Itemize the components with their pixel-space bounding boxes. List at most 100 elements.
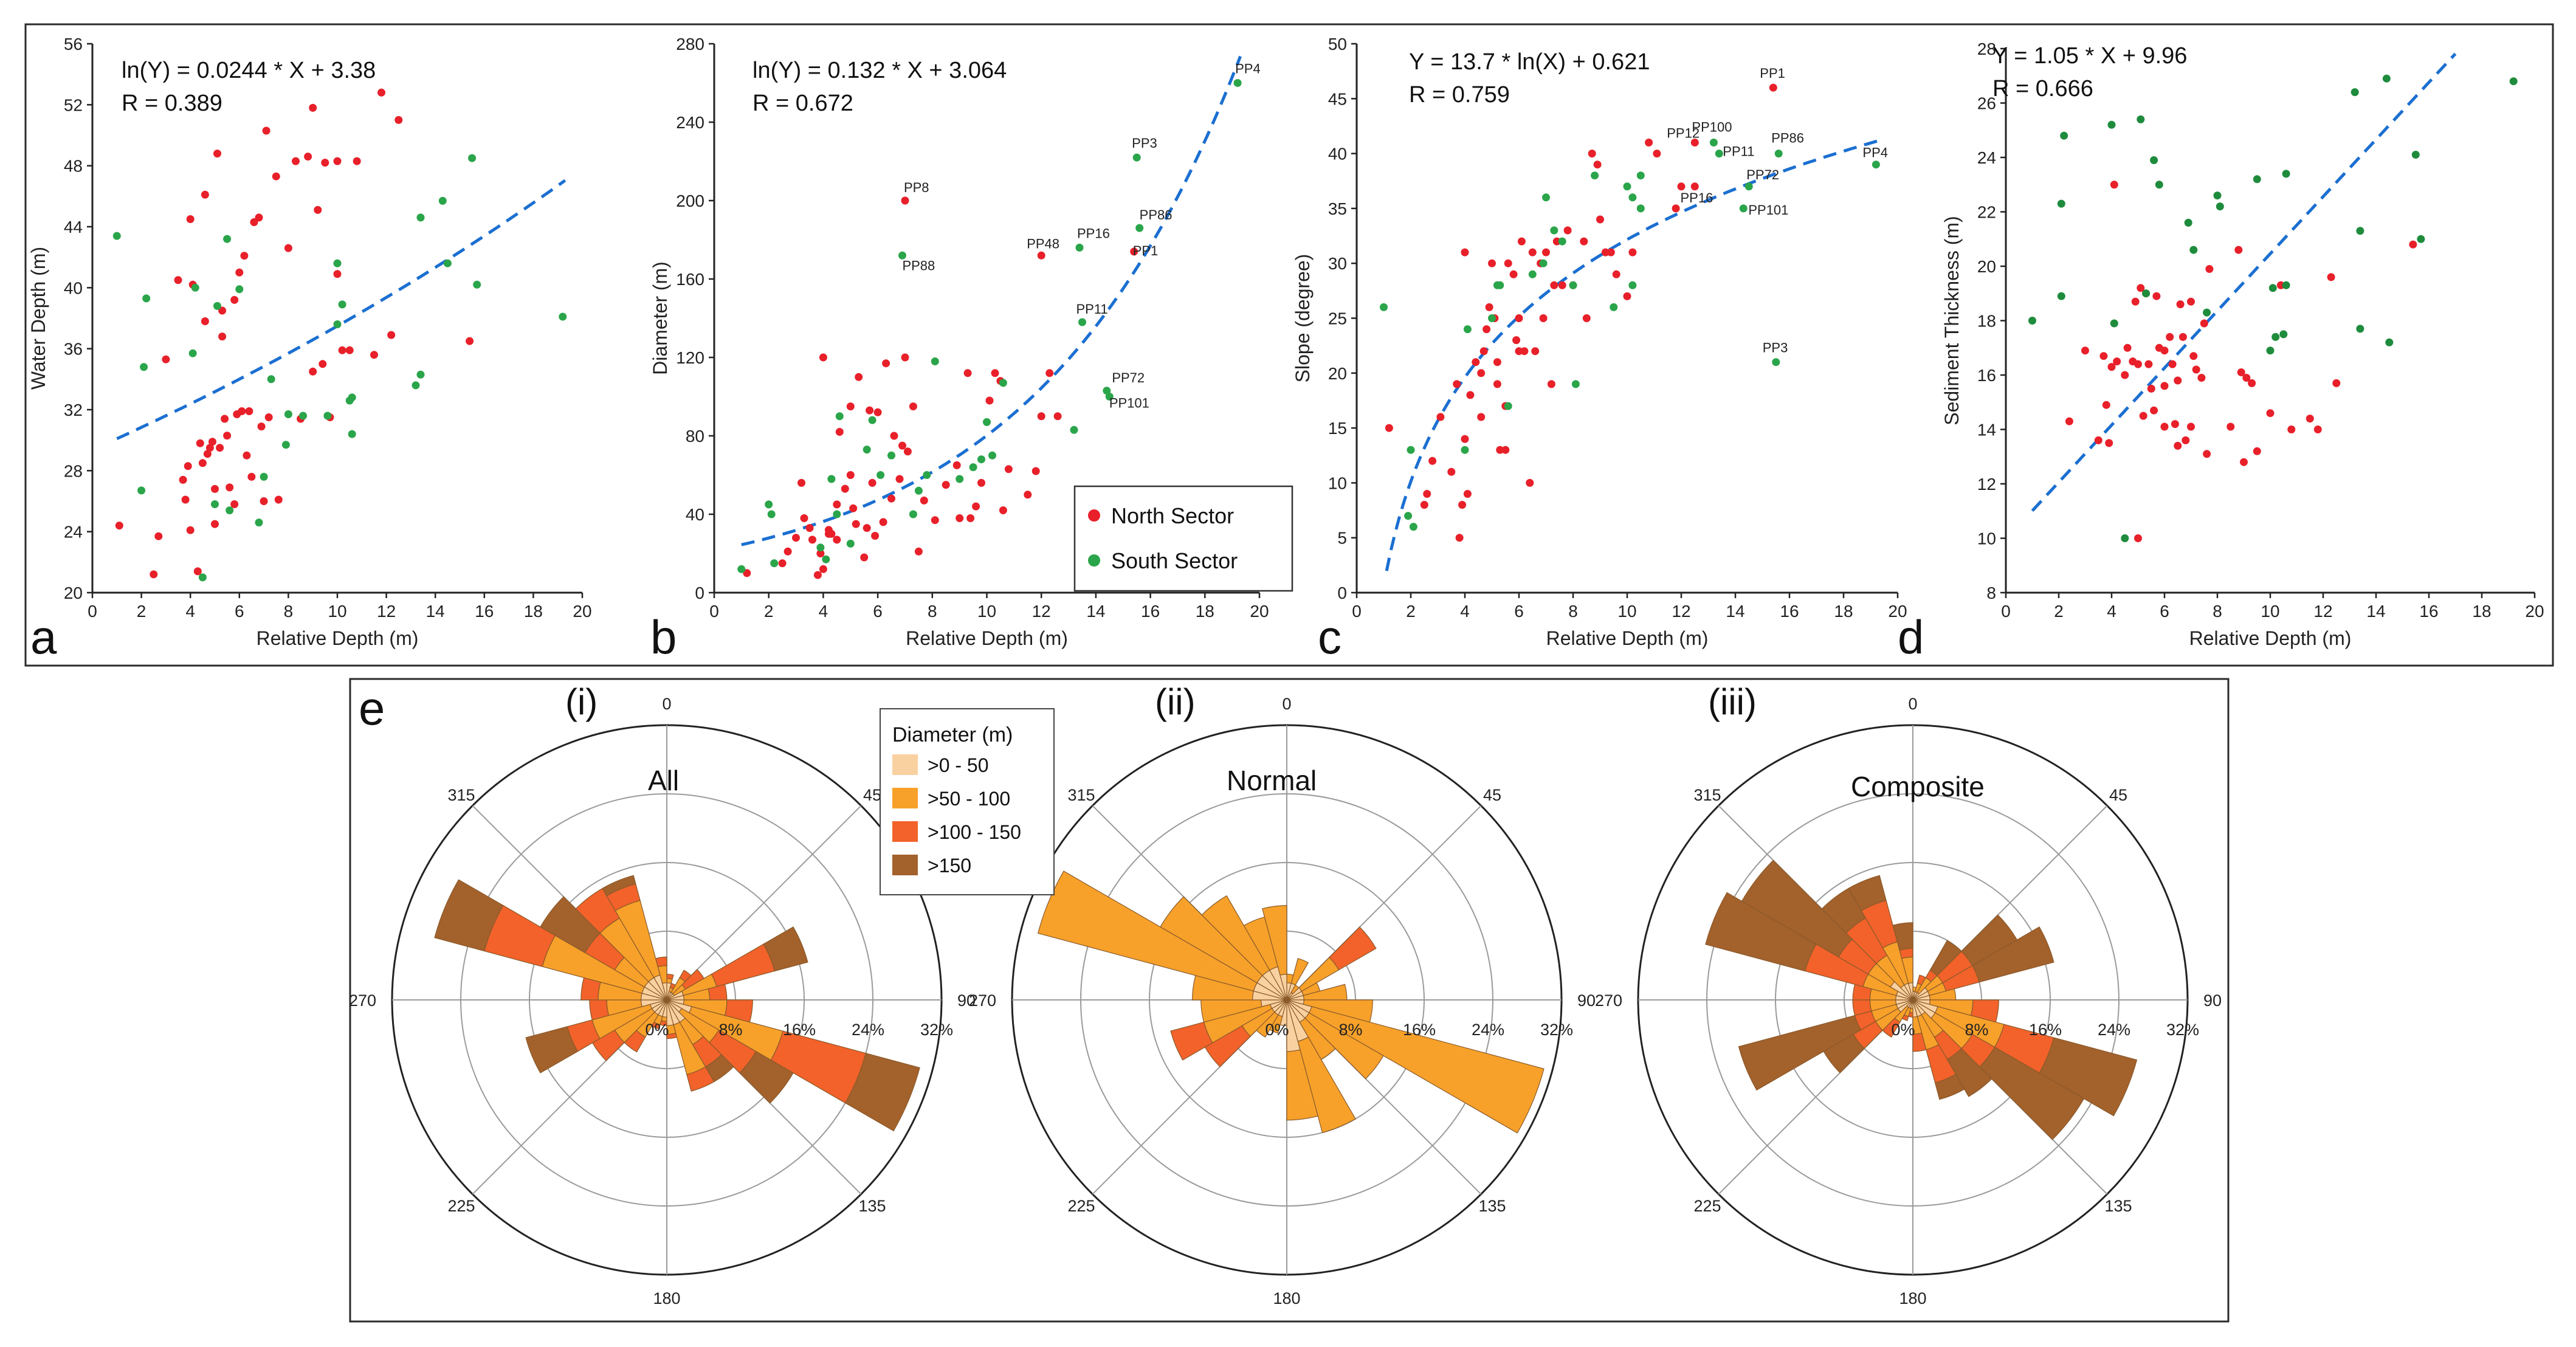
north-sector-point xyxy=(257,422,266,431)
north-sector-point xyxy=(2187,422,2195,431)
north-sector-point xyxy=(835,428,844,436)
x-tick-label: 16 xyxy=(1141,602,1160,621)
south-sector-point xyxy=(846,539,855,548)
north-sector-point xyxy=(240,252,249,260)
north-sector-point xyxy=(890,432,898,440)
panel-b-label: b xyxy=(650,610,677,664)
north-sector-point xyxy=(855,373,863,381)
north-sector-point xyxy=(1612,270,1620,278)
rose-radial-label: 0% xyxy=(1265,1021,1289,1039)
north-sector-point xyxy=(2306,415,2314,423)
y-tick-label: 80 xyxy=(686,427,704,446)
north-sector-point xyxy=(2266,409,2275,418)
north-sector-point xyxy=(963,369,972,377)
y-tick-label: 44 xyxy=(64,218,83,236)
south-sector-point xyxy=(923,471,931,479)
north-sector-point xyxy=(174,276,182,284)
north-sector-point xyxy=(1453,380,1461,388)
north-sector-point xyxy=(1037,251,1045,260)
x-tick-label: 2 xyxy=(764,602,774,621)
south-sector-point xyxy=(2057,292,2065,300)
south-sector-point xyxy=(1774,150,1783,158)
x-tick-label: 8 xyxy=(1568,602,1578,621)
panel-c-equation: Y = 13.7 * ln(X) + 0.621 xyxy=(1409,49,1650,75)
direction-45: 45 xyxy=(2109,786,2127,804)
north-sector-point xyxy=(2166,332,2174,341)
south-sector-point xyxy=(868,416,876,424)
south-sector-point xyxy=(2216,202,2224,211)
north-sector-point xyxy=(1004,465,1013,474)
north-sector-point xyxy=(2160,422,2169,431)
rose-wedge-bin-1 xyxy=(1297,1036,1356,1134)
panel-a-water-depth: 0 2 4 6 8 10 12 14 16 18 2020242832364044485256Rel… xyxy=(27,35,592,664)
x-tick-label: 12 xyxy=(377,602,396,621)
north-sector-point xyxy=(977,478,985,487)
north-sector-point xyxy=(808,536,816,544)
north-sector-point xyxy=(1037,412,1045,421)
north-sector-point xyxy=(186,215,195,223)
scatter-legend: North Sector South Sector xyxy=(1073,485,1293,592)
south-sector-point xyxy=(2385,338,2394,346)
north-sector-point xyxy=(1509,270,1518,278)
rose-normal-title: Normal xyxy=(1227,765,1317,796)
south-sector-point xyxy=(235,285,244,294)
north-sector-point xyxy=(743,569,751,577)
south-sector-point xyxy=(1744,182,1753,191)
south-sector-point xyxy=(1715,150,1723,158)
x-tick-label: 4 xyxy=(819,602,828,621)
south-sector-point xyxy=(140,363,148,371)
panel-d-equation: Y = 1.05 * X + 9.96 xyxy=(1992,43,2187,69)
rose-composite-title: Composite xyxy=(1851,771,1985,802)
north-sector-point xyxy=(2313,425,2322,433)
rose-radial-label: 32% xyxy=(1540,1021,1573,1039)
x-tick-label: 0 xyxy=(709,602,719,621)
south-sector-point xyxy=(2203,308,2211,317)
south-sector-point xyxy=(1550,226,1558,235)
north-sector-point xyxy=(2226,422,2235,431)
north-sector-point xyxy=(394,115,403,124)
south-sector-point xyxy=(2184,218,2192,227)
south-sector-point xyxy=(2110,319,2118,328)
legend-south-marker xyxy=(1088,554,1100,567)
x-tick-label: 20 xyxy=(1250,602,1269,621)
x-tick-label: 2 xyxy=(1406,602,1416,621)
north-sector-point xyxy=(205,444,214,452)
north-sector-point xyxy=(1461,435,1469,443)
rose-radial-label: 16% xyxy=(783,1021,816,1039)
north-sector-point xyxy=(211,484,219,493)
y-tick-label: 52 xyxy=(64,95,83,114)
rose-wedge-bin-2 xyxy=(655,956,667,968)
north-sector-point xyxy=(1496,446,1504,454)
north-sector-point xyxy=(1672,204,1680,213)
rose-wedge-bin-3 xyxy=(1848,875,1887,912)
north-sector-point xyxy=(1466,391,1475,399)
north-sector-point xyxy=(813,571,822,579)
north-sector-point xyxy=(909,402,917,411)
north-sector-point xyxy=(2160,346,2169,355)
x-tick-label: 4 xyxy=(185,602,195,621)
north-sector-point xyxy=(1477,369,1486,377)
north-sector-point xyxy=(377,88,385,97)
panel-b-r-value: R = 0.672 xyxy=(752,91,853,116)
rose-radial-label: 24% xyxy=(1472,1021,1504,1039)
north-sector-point xyxy=(2234,246,2243,254)
point-annotation: PP101 xyxy=(1748,202,1788,218)
fit-curve xyxy=(1385,137,1885,571)
south-sector-point xyxy=(468,154,477,162)
north-sector-point xyxy=(201,190,209,199)
direction-45: 45 xyxy=(1483,786,1501,804)
x-tick-label: 8 xyxy=(2213,602,2222,621)
north-sector-point xyxy=(792,534,800,542)
rose-wedge-bin-3 xyxy=(844,1052,920,1132)
north-sector-point xyxy=(162,355,170,363)
north-sector-point xyxy=(2189,352,2198,360)
y-tick-label: 35 xyxy=(1328,199,1347,218)
north-sector-point xyxy=(914,547,923,556)
north-sector-point xyxy=(262,126,270,135)
rose-wedge-bin-2 xyxy=(1912,1032,1927,1052)
y-tick-label: 280 xyxy=(676,35,704,53)
rose-wedge-bin-3 xyxy=(434,879,504,952)
south-sector-point xyxy=(2121,534,2129,542)
north-sector-point xyxy=(1024,491,1032,499)
